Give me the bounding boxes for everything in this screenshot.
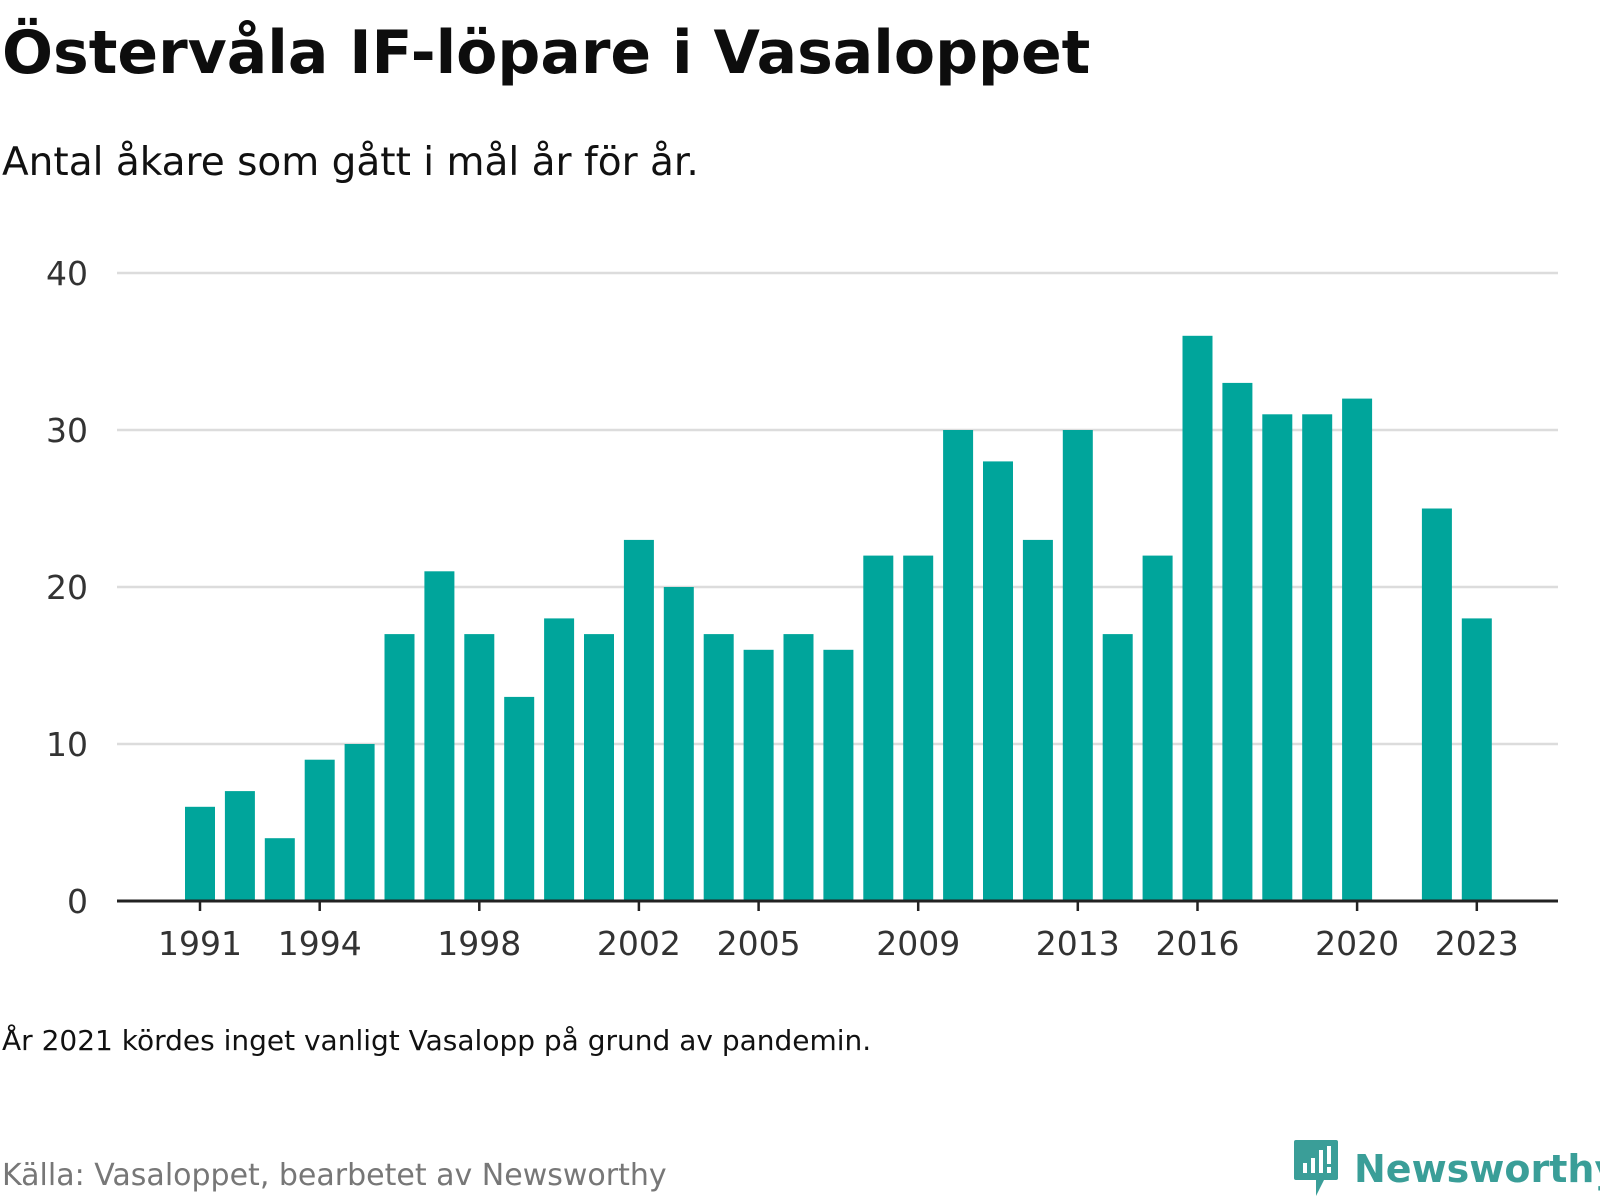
bar-1998 bbox=[464, 634, 495, 901]
bar-1995 bbox=[344, 744, 375, 901]
bar-1991 bbox=[185, 806, 215, 901]
bar-2013 bbox=[1062, 430, 1093, 901]
x-tick-label: 2002 bbox=[597, 924, 681, 963]
bar-2012 bbox=[1022, 539, 1053, 901]
bars bbox=[185, 335, 1492, 901]
bar-2020 bbox=[1342, 398, 1373, 901]
x-tick-label: 2005 bbox=[717, 924, 801, 963]
bar-2009 bbox=[903, 555, 934, 901]
source-credit: Källa: Vasaloppet, bearbetet av Newswort… bbox=[2, 1158, 667, 1193]
bar-1994 bbox=[304, 759, 335, 901]
logo-text: Newsworthy bbox=[1354, 1147, 1600, 1191]
bar-2004 bbox=[703, 634, 734, 901]
bar-2010 bbox=[943, 430, 974, 901]
y-tick-label: 0 bbox=[67, 882, 88, 921]
bar-2015 bbox=[1142, 555, 1173, 901]
chart-subtitle: Antal åkare som gått i mål år för år. bbox=[2, 140, 699, 185]
bar-2007 bbox=[823, 649, 854, 901]
bar-1992 bbox=[224, 791, 255, 901]
bar-chart: 0 10 20 30 40 1991 1994 1998 2002 2005 2009 2013 20… bbox=[46, 254, 1558, 963]
x-tick-label: 1991 bbox=[158, 924, 242, 963]
x-tick-label: 2013 bbox=[1036, 924, 1120, 963]
bar-2019 bbox=[1302, 414, 1333, 901]
bar-1999 bbox=[504, 696, 535, 901]
bar-2001 bbox=[584, 634, 614, 901]
bar-2016 bbox=[1182, 335, 1213, 901]
bar-2008 bbox=[863, 555, 894, 901]
x-tick-label: 2023 bbox=[1435, 924, 1519, 963]
bar-2005 bbox=[743, 649, 774, 901]
x-tick-label: 1998 bbox=[437, 924, 521, 963]
x-tick-label: 1994 bbox=[278, 924, 362, 963]
newsworthy-logo: Newsworthy bbox=[1292, 1138, 1600, 1200]
bar-2023 bbox=[1461, 618, 1492, 901]
y-tick-label: 10 bbox=[46, 725, 88, 764]
bar-2011 bbox=[983, 461, 1013, 901]
bar-1993 bbox=[264, 838, 295, 901]
x-axis: 1991 1994 1998 2002 2005 2009 2013 2016 2020 2023 bbox=[117, 899, 1558, 963]
bar-2003 bbox=[663, 587, 694, 901]
bar-1997 bbox=[424, 571, 455, 901]
bar-2006 bbox=[783, 634, 814, 901]
x-tick-label: 2020 bbox=[1315, 924, 1399, 963]
bar-2018 bbox=[1262, 414, 1293, 901]
bar-2002 bbox=[623, 539, 654, 901]
y-tick-label: 30 bbox=[46, 411, 88, 450]
bar-2017 bbox=[1222, 382, 1253, 901]
y-tick-label: 40 bbox=[46, 254, 88, 293]
bar-2000 bbox=[544, 618, 575, 901]
x-tick-label: 2009 bbox=[876, 924, 960, 963]
x-tick-label: 2016 bbox=[1156, 924, 1240, 963]
bar-1996 bbox=[384, 634, 415, 901]
footnote: År 2021 kördes inget vanligt Vasalopp på… bbox=[2, 1024, 872, 1057]
bar-2014 bbox=[1102, 634, 1133, 901]
y-tick-label: 20 bbox=[46, 568, 88, 607]
y-axis-labels: 0 10 20 30 40 bbox=[46, 254, 88, 921]
chart-title: Östervåla IF-löpare i Vasaloppet bbox=[2, 18, 1091, 88]
newsworthy-chart-bubble-icon bbox=[1294, 1140, 1338, 1196]
bar-2022 bbox=[1421, 508, 1452, 901]
